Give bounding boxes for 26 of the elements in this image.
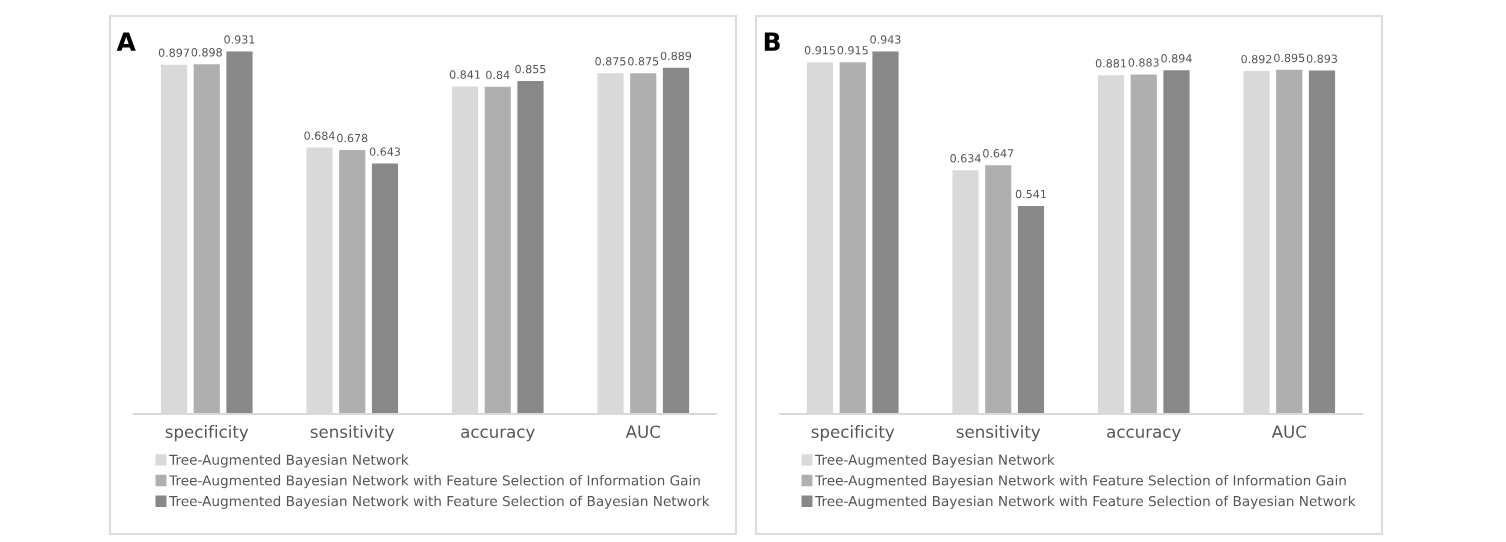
bar xyxy=(1163,70,1190,414)
bar xyxy=(1130,74,1157,414)
bar xyxy=(517,80,544,414)
x-tick-label: accuracy xyxy=(1107,428,1181,442)
x-tick-label: specificity xyxy=(165,425,249,442)
x-tick-label: specificity xyxy=(811,425,895,442)
bar xyxy=(872,51,899,414)
bar xyxy=(1308,70,1336,414)
x-tick-label: AUC xyxy=(1271,425,1306,439)
bar xyxy=(371,163,399,414)
bar xyxy=(484,86,511,414)
bar xyxy=(1276,69,1303,414)
bar xyxy=(339,149,366,414)
chart-title: A xyxy=(116,32,136,51)
bar xyxy=(662,67,690,414)
x-tick-label: accuracy xyxy=(461,428,535,442)
bar xyxy=(839,62,866,414)
x-tick-label: AUC xyxy=(625,425,660,439)
bar xyxy=(1017,205,1045,414)
x-tick-label: sensitivity xyxy=(956,425,1041,442)
bar xyxy=(226,51,253,414)
x-tick-label: sensitivity xyxy=(310,425,395,442)
bar xyxy=(193,64,220,414)
bar xyxy=(630,73,657,414)
bar xyxy=(985,165,1012,414)
chart-title: B xyxy=(764,32,780,51)
